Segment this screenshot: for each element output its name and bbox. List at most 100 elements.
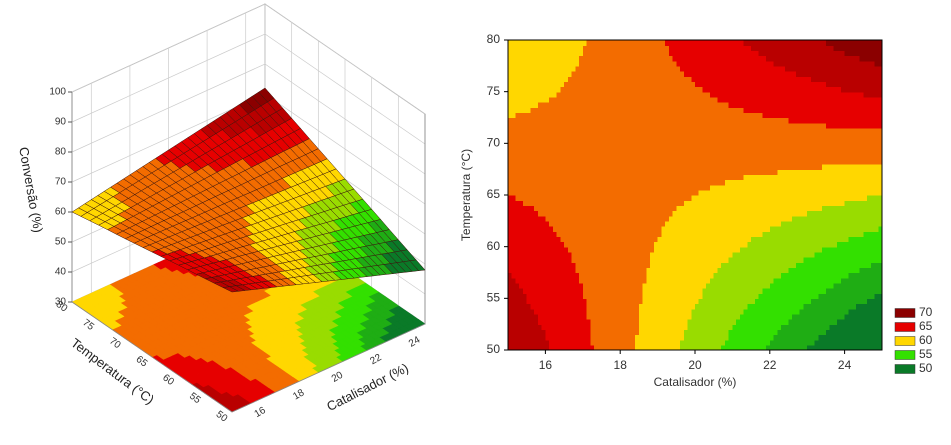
- contour-cell: [642, 246, 647, 253]
- contour-cell: [803, 195, 808, 201]
- contour-cell: [769, 319, 775, 325]
- contour-cell: [657, 231, 662, 237]
- contour-cell: [769, 210, 775, 217]
- contour-cell: [534, 277, 539, 284]
- contour-cell: [709, 334, 715, 341]
- contour-cell: [586, 215, 591, 222]
- contour-cell: [552, 189, 558, 196]
- contour-cell: [653, 210, 659, 217]
- contour-cell: [736, 205, 741, 212]
- contour-cell: [545, 226, 550, 232]
- contour-cell: [631, 298, 636, 305]
- contour-cell: [627, 298, 633, 305]
- contour-cell: [597, 293, 603, 299]
- contour-cell: [549, 344, 554, 350]
- contour-cell: [848, 339, 853, 346]
- contour-cell: [822, 210, 827, 217]
- contour-cell: [515, 236, 520, 243]
- contour-cell: [721, 220, 726, 227]
- contour-cell: [575, 272, 580, 279]
- contour-cell: [511, 282, 517, 289]
- contour-cell: [571, 329, 576, 336]
- contour-cell: [616, 313, 621, 320]
- contour-cell: [672, 226, 677, 232]
- contour-cell: [680, 262, 685, 268]
- contour-cell: [747, 303, 752, 310]
- contour-cell: [508, 251, 513, 258]
- contour-cell: [855, 267, 861, 274]
- contour-cell: [515, 226, 520, 232]
- contour-cell: [590, 329, 595, 336]
- contour-cell: [601, 184, 606, 191]
- contour-cell: [736, 241, 741, 248]
- contour-cell: [709, 236, 715, 243]
- contour-cell: [706, 319, 711, 325]
- contour-cell: [844, 205, 849, 212]
- contour-cell: [676, 334, 681, 341]
- contour-cell: [732, 215, 737, 222]
- contour-cell: [601, 220, 606, 227]
- contour-cell: [792, 226, 797, 232]
- contour-cell: [848, 303, 853, 310]
- x-tick-label: 16: [253, 405, 269, 420]
- contour-cell: [702, 272, 707, 279]
- contour-cell: [552, 215, 558, 222]
- contour-cell: [665, 246, 670, 253]
- contour-cell: [545, 272, 550, 279]
- contour-cell: [870, 210, 876, 217]
- contour-cell: [608, 241, 614, 248]
- contour-cell: [717, 334, 722, 341]
- contour-cell: [709, 339, 715, 346]
- contour-cell: [530, 257, 535, 263]
- contour-cell: [582, 195, 588, 201]
- contour-cell: [519, 189, 524, 196]
- contour-cell: [848, 210, 853, 217]
- contour-cell: [605, 148, 610, 155]
- contour-cell: [612, 262, 618, 268]
- contour-cell: [631, 200, 636, 206]
- contour-cell: [810, 308, 816, 315]
- contour-cell: [859, 220, 864, 227]
- contour-cell: [661, 220, 666, 227]
- contour-cell: [616, 236, 621, 243]
- contour-cell: [646, 195, 651, 201]
- contour-cell: [537, 220, 543, 227]
- contour-cell: [814, 246, 820, 253]
- contour-cell: [844, 334, 849, 341]
- contour-cell: [571, 277, 576, 284]
- contour-cell: [706, 215, 711, 222]
- contour-cell: [709, 282, 715, 289]
- contour-cell: [803, 329, 808, 336]
- contour-cell: [537, 344, 543, 350]
- contour-cell: [702, 267, 707, 274]
- contour-cell: [852, 236, 857, 243]
- contour-cell: [638, 226, 644, 232]
- contour-cell: [515, 251, 520, 258]
- contour-cell: [825, 319, 831, 325]
- contour-cell: [698, 277, 704, 284]
- contour-cell: [522, 339, 528, 346]
- contour-cell: [758, 339, 763, 346]
- contour-cell: [870, 329, 876, 336]
- contour-cell: [709, 308, 715, 315]
- contour-cell: [601, 169, 606, 175]
- contour-cell: [627, 319, 633, 325]
- contour-cell: [825, 329, 831, 336]
- contour-cell: [560, 236, 565, 243]
- contour-cell: [848, 329, 853, 336]
- contour-cell: [728, 308, 733, 315]
- contour-cell: [650, 329, 655, 336]
- contour-cell: [852, 344, 857, 350]
- contour-cell: [672, 344, 677, 350]
- contour-cell: [657, 313, 662, 320]
- contour-cell: [508, 184, 513, 191]
- contour-cell: [530, 148, 535, 155]
- contour-cell: [863, 282, 868, 289]
- contour-cell: [601, 262, 606, 268]
- contour-cell: [653, 226, 659, 232]
- contour-cell: [597, 210, 603, 217]
- contour-cell: [627, 143, 633, 150]
- contour-cell: [646, 298, 651, 305]
- contour-cell: [792, 329, 797, 336]
